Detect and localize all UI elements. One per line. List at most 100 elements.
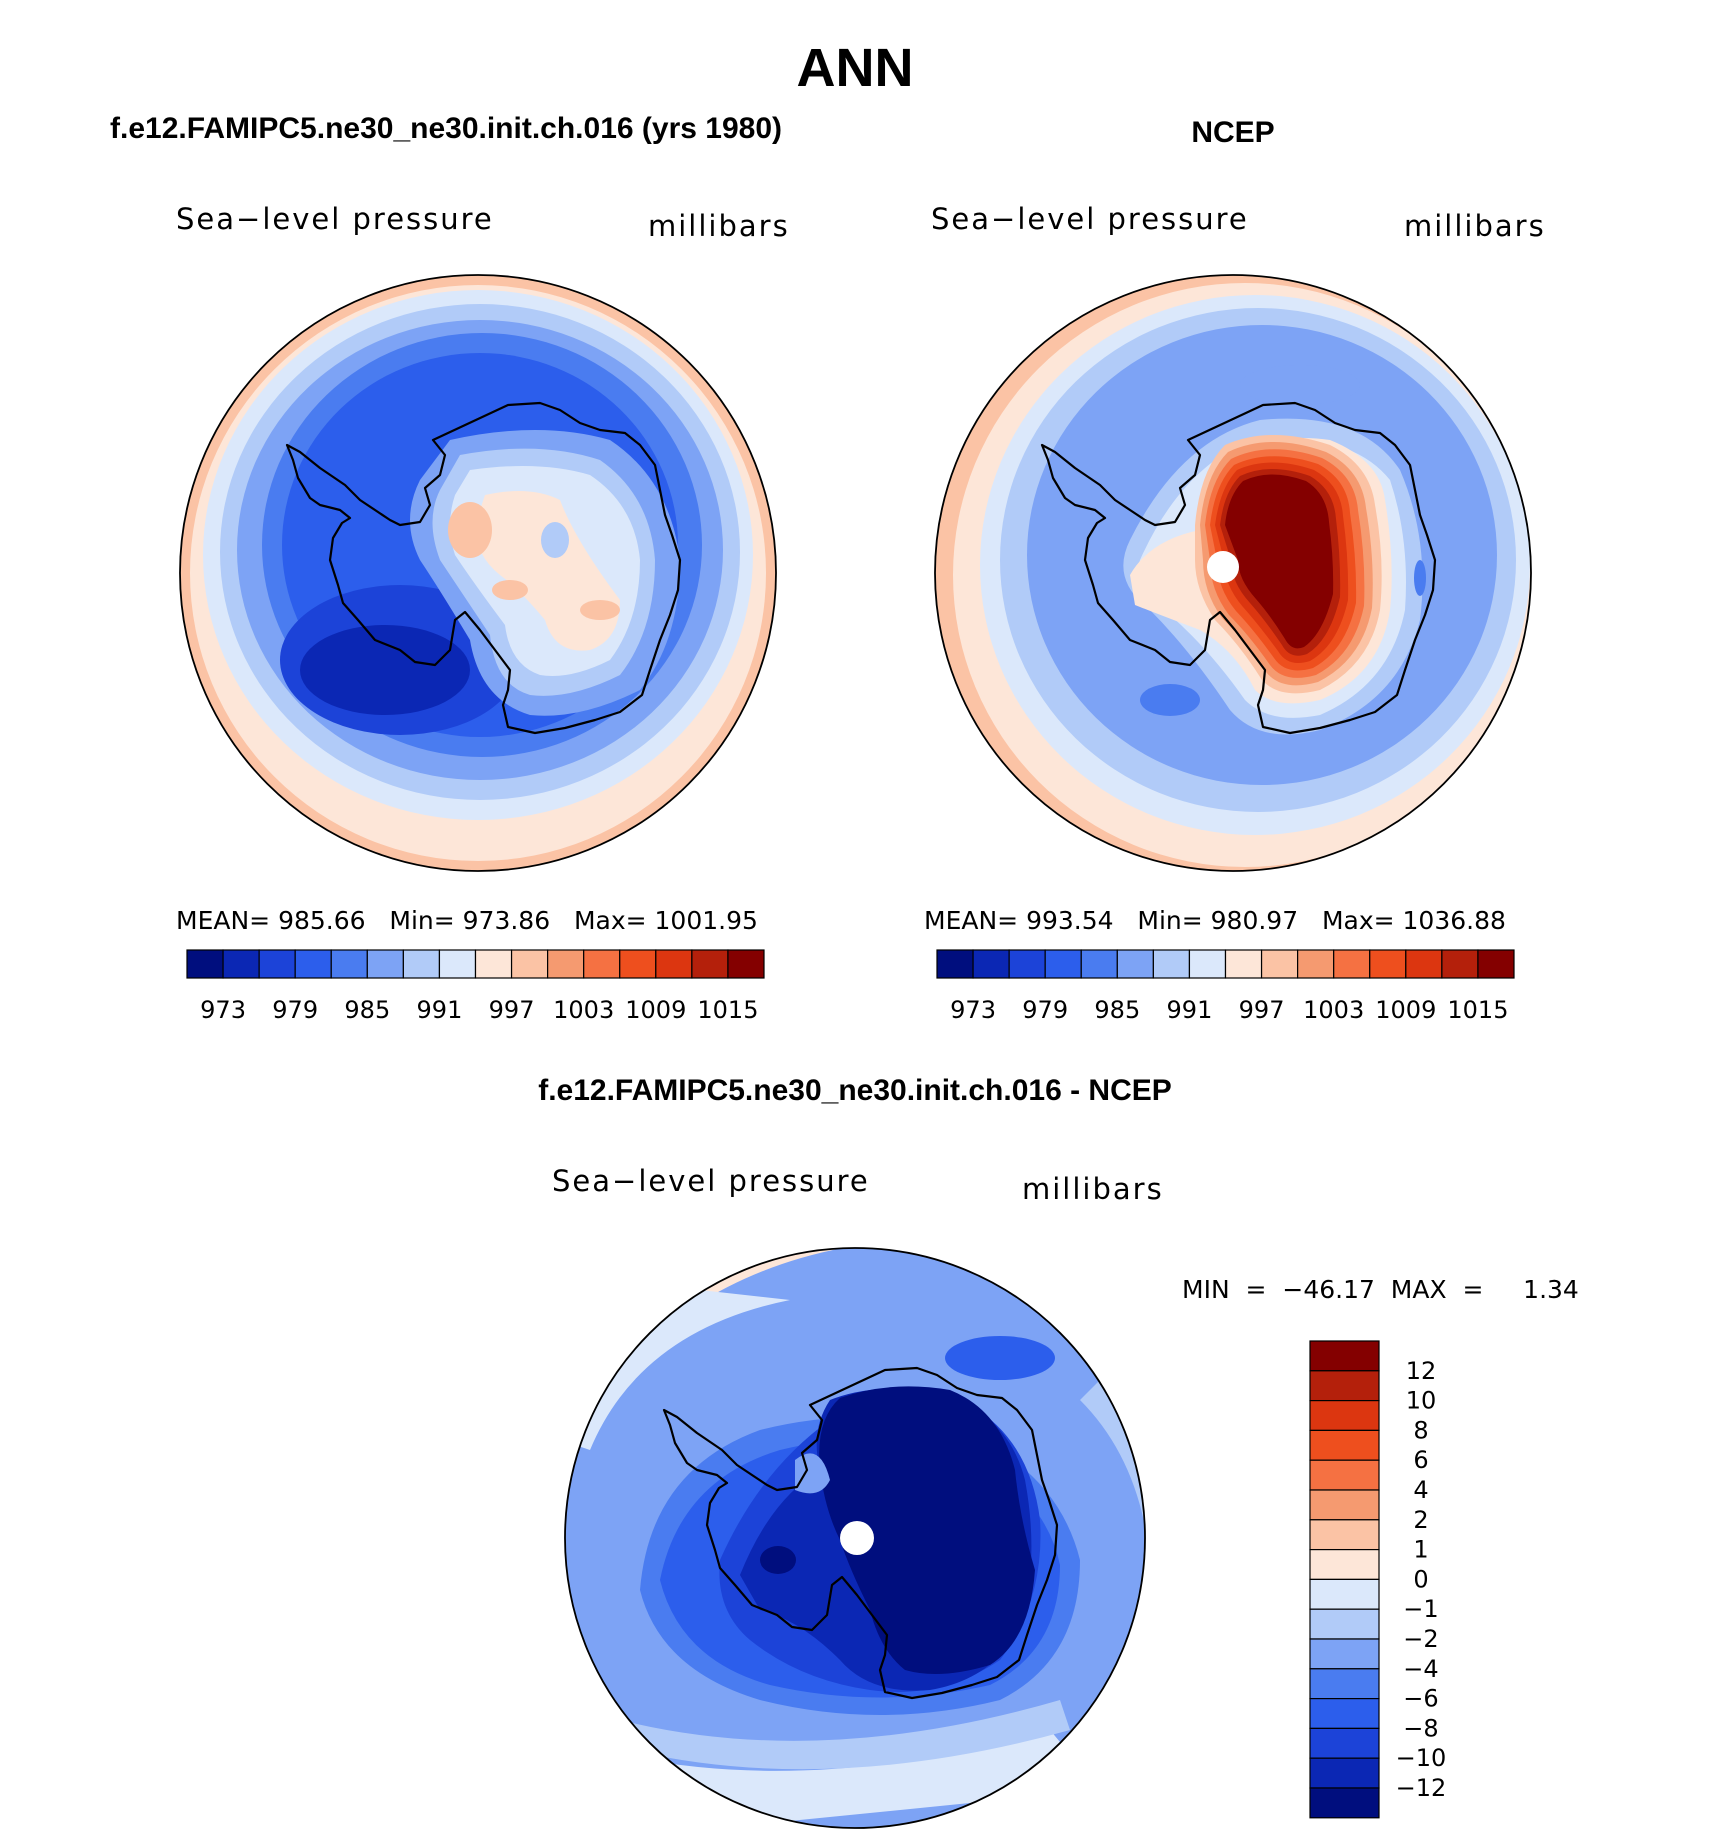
colorbar-swatch [510,949,549,979]
colorbar-swatch [1297,949,1335,979]
colorbar-tick-label: −12 [1396,1774,1447,1802]
colorbar-swatch [1309,1519,1380,1551]
panel-difference: f.e12.FAMIPC5.ne30_ne30.init.ch.016 - NC… [538,1074,1579,1829]
panel-difference-variable-label: Sea−level pressure [552,1164,870,1198]
colorbar-swatch [1309,1548,1380,1580]
panel-model-units-label: millibars [648,209,790,243]
colorbar-swatch [1309,1459,1380,1491]
colorbar-tick-label: 2 [1413,1506,1428,1534]
colorbar-swatch [294,949,332,979]
colorbar-swatch [1309,1578,1380,1610]
colorbar-tick-label: 4 [1413,1476,1428,1504]
colorbar-tick-label: −6 [1403,1685,1438,1713]
colorbar-model: 973 979 985 991 997 1003 1009 1015 [186,949,765,1024]
colorbar-swatch [1309,1668,1380,1700]
colorbar-swatch [1260,949,1299,979]
colorbar-tick-label: 8 [1413,1416,1428,1444]
colorbar-swatch [1309,1757,1380,1789]
colorbar-swatch [366,949,404,979]
colorbar-swatch [1477,949,1515,979]
colorbar-swatch [258,949,296,979]
colorbar-swatch [583,949,621,979]
panel-model-header: f.e12.FAMIPC5.ne30_ne30.init.ch.016 (yrs… [110,112,782,145]
colorbar-tick-label: 979 [272,996,318,1024]
panel-ncep: NCEP Sea−level pressure millibars [924,116,1546,1024]
colorbar-swatch [1309,1697,1380,1729]
polar-map-model [180,275,776,871]
colorbar-tick-label: −10 [1396,1744,1447,1772]
colorbar-swatch [1008,949,1046,979]
colorbar-swatch [1309,1608,1380,1640]
colorbar-swatch [1309,1340,1380,1372]
colorbar-tick-label: 12 [1406,1357,1437,1385]
panel-difference-units-label: millibars [1022,1172,1164,1206]
colorbar-tick-label: 1003 [553,996,614,1024]
colorbar-swatch [691,949,729,979]
colorbar-tick-label: 991 [1167,996,1213,1024]
panel-ncep-variable-label: Sea−level pressure [931,202,1249,236]
colorbar-tick-label: 1015 [697,996,758,1024]
colorbar-swatch [1369,949,1407,979]
colorbar-swatch [1441,949,1479,979]
colorbar-swatch [1309,1399,1380,1431]
colorbar-swatch [1116,949,1154,979]
panel-ncep-header: NCEP [1191,116,1274,149]
polar-map-ncep-border [934,274,1532,872]
colorbar-tick-label: 6 [1413,1446,1428,1474]
colorbar-tick-label: −4 [1403,1655,1438,1683]
colorbar-tick-label: −8 [1403,1714,1438,1742]
colorbar-tick-label: 985 [1094,996,1140,1024]
colorbar-tick-label: 985 [344,996,390,1024]
colorbar-swatch [438,949,477,979]
panel-difference-header: f.e12.FAMIPC5.ne30_ne30.init.ch.016 - NC… [538,1074,1172,1107]
colorbar-swatch [547,949,585,979]
colorbar-tick-label: 1 [1413,1536,1428,1564]
colorbar-tick-label: 997 [1239,996,1285,1024]
panel-difference-stats: MIN = −46.17 MAX = 1.34 [1182,1275,1579,1304]
polar-map-difference [565,1248,1145,1828]
colorbar-swatch [186,949,224,979]
colorbar-swatch [1309,1370,1380,1402]
colorbar-tick-label: 1009 [625,996,686,1024]
colorbar-tick-label: 997 [489,996,535,1024]
colorbar-tick-label: −2 [1403,1625,1438,1653]
colorbar-tick-label: 991 [417,996,463,1024]
colorbar-tick-label: 1009 [1375,996,1436,1024]
colorbar-swatch [1309,1489,1380,1521]
colorbar-swatch [619,949,657,979]
colorbar-swatch [727,949,765,979]
colorbar-tick-label: 979 [1022,996,1068,1024]
colorbar-swatch [1309,1787,1380,1819]
colorbar-tick-label: 1003 [1303,996,1364,1024]
panel-model: f.e12.FAMIPC5.ne30_ne30.init.ch.016 (yrs… [110,112,790,1024]
colorbar-swatch [402,949,441,979]
panel-ncep-stats: MEAN= 993.54 Min= 980.97 Max= 1036.88 [924,906,1506,935]
panel-ncep-units-label: millibars [1404,209,1546,243]
colorbar-ncep: 973 979 985 991 997 1003 1009 1015 [936,949,1515,1024]
colorbar-swatch [1152,949,1191,979]
colorbar-tick-label: 1015 [1447,996,1508,1024]
colorbar-swatch [1309,1638,1380,1670]
colorbar-swatch [1080,949,1118,979]
colorbar-swatch [1333,949,1371,979]
colorbar-tick-label: 973 [950,996,996,1024]
figure-title: ANN [797,38,914,98]
colorbar-tick-label: 973 [200,996,246,1024]
colorbar-swatch [222,949,260,979]
polar-map-difference-border [564,1247,1146,1829]
colorbar-swatch [1309,1429,1380,1461]
colorbar-tick-label: 10 [1406,1387,1437,1415]
colorbar-swatch [1224,949,1263,979]
panel-model-variable-label: Sea−level pressure [176,202,494,236]
polar-map-model-border [179,274,777,872]
colorbar-swatch [1405,949,1443,979]
colorbar-swatch [936,949,974,979]
polar-map-ncep [935,275,1531,871]
colorbar-swatch [474,949,513,979]
colorbar-swatch [1044,949,1082,979]
colorbar-swatch [972,949,1010,979]
colorbar-tick-label: −1 [1403,1595,1438,1623]
colorbar-swatch [1188,949,1227,979]
